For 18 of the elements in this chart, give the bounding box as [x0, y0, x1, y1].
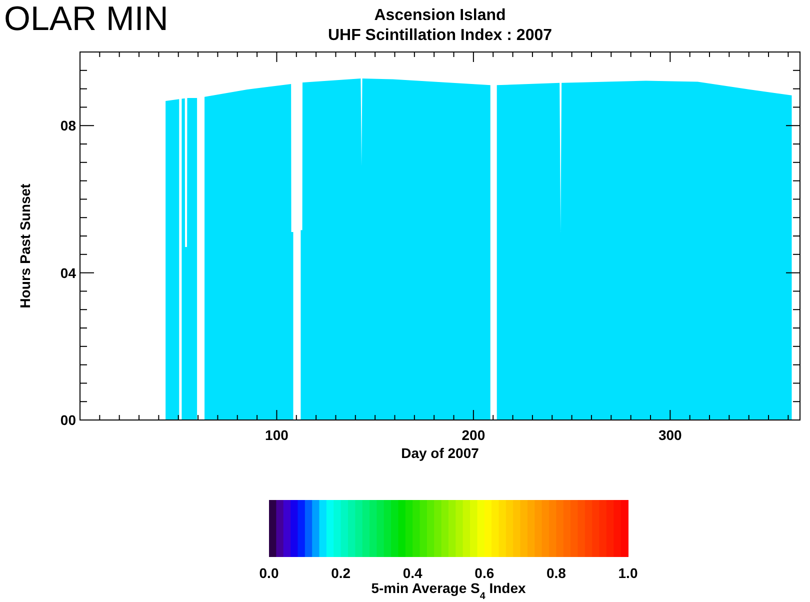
color-bar-title: 5-min Average S$_{4}$ Index	[371, 580, 526, 602]
color-bar-label: 1.0	[618, 565, 638, 581]
y-axis-title: Hours Past Sunset	[17, 183, 33, 308]
y-tick-label: 08	[60, 118, 76, 134]
x-tick-label: 100	[265, 427, 289, 443]
text: OLAR MIN	[4, 0, 168, 38]
chart-title: Ascension Island	[374, 7, 506, 24]
x-tick-label: 200	[462, 427, 486, 443]
chart-subtitle: UHF Scintillation Index : 2007	[328, 27, 552, 44]
color-bar-label: 0.4	[402, 565, 423, 581]
x-tick-label: 300	[658, 427, 682, 443]
y-tick-label: 00	[60, 412, 76, 428]
color-bar-label: 0.6	[474, 565, 494, 581]
color-bar-label: 0.2	[331, 565, 351, 581]
x-axis-title: Day of 2007	[401, 445, 480, 461]
color-bar-label: 0.8	[546, 565, 566, 581]
y-tick-label: 04	[60, 264, 76, 281]
color-bar-label: 0.0	[259, 565, 279, 581]
